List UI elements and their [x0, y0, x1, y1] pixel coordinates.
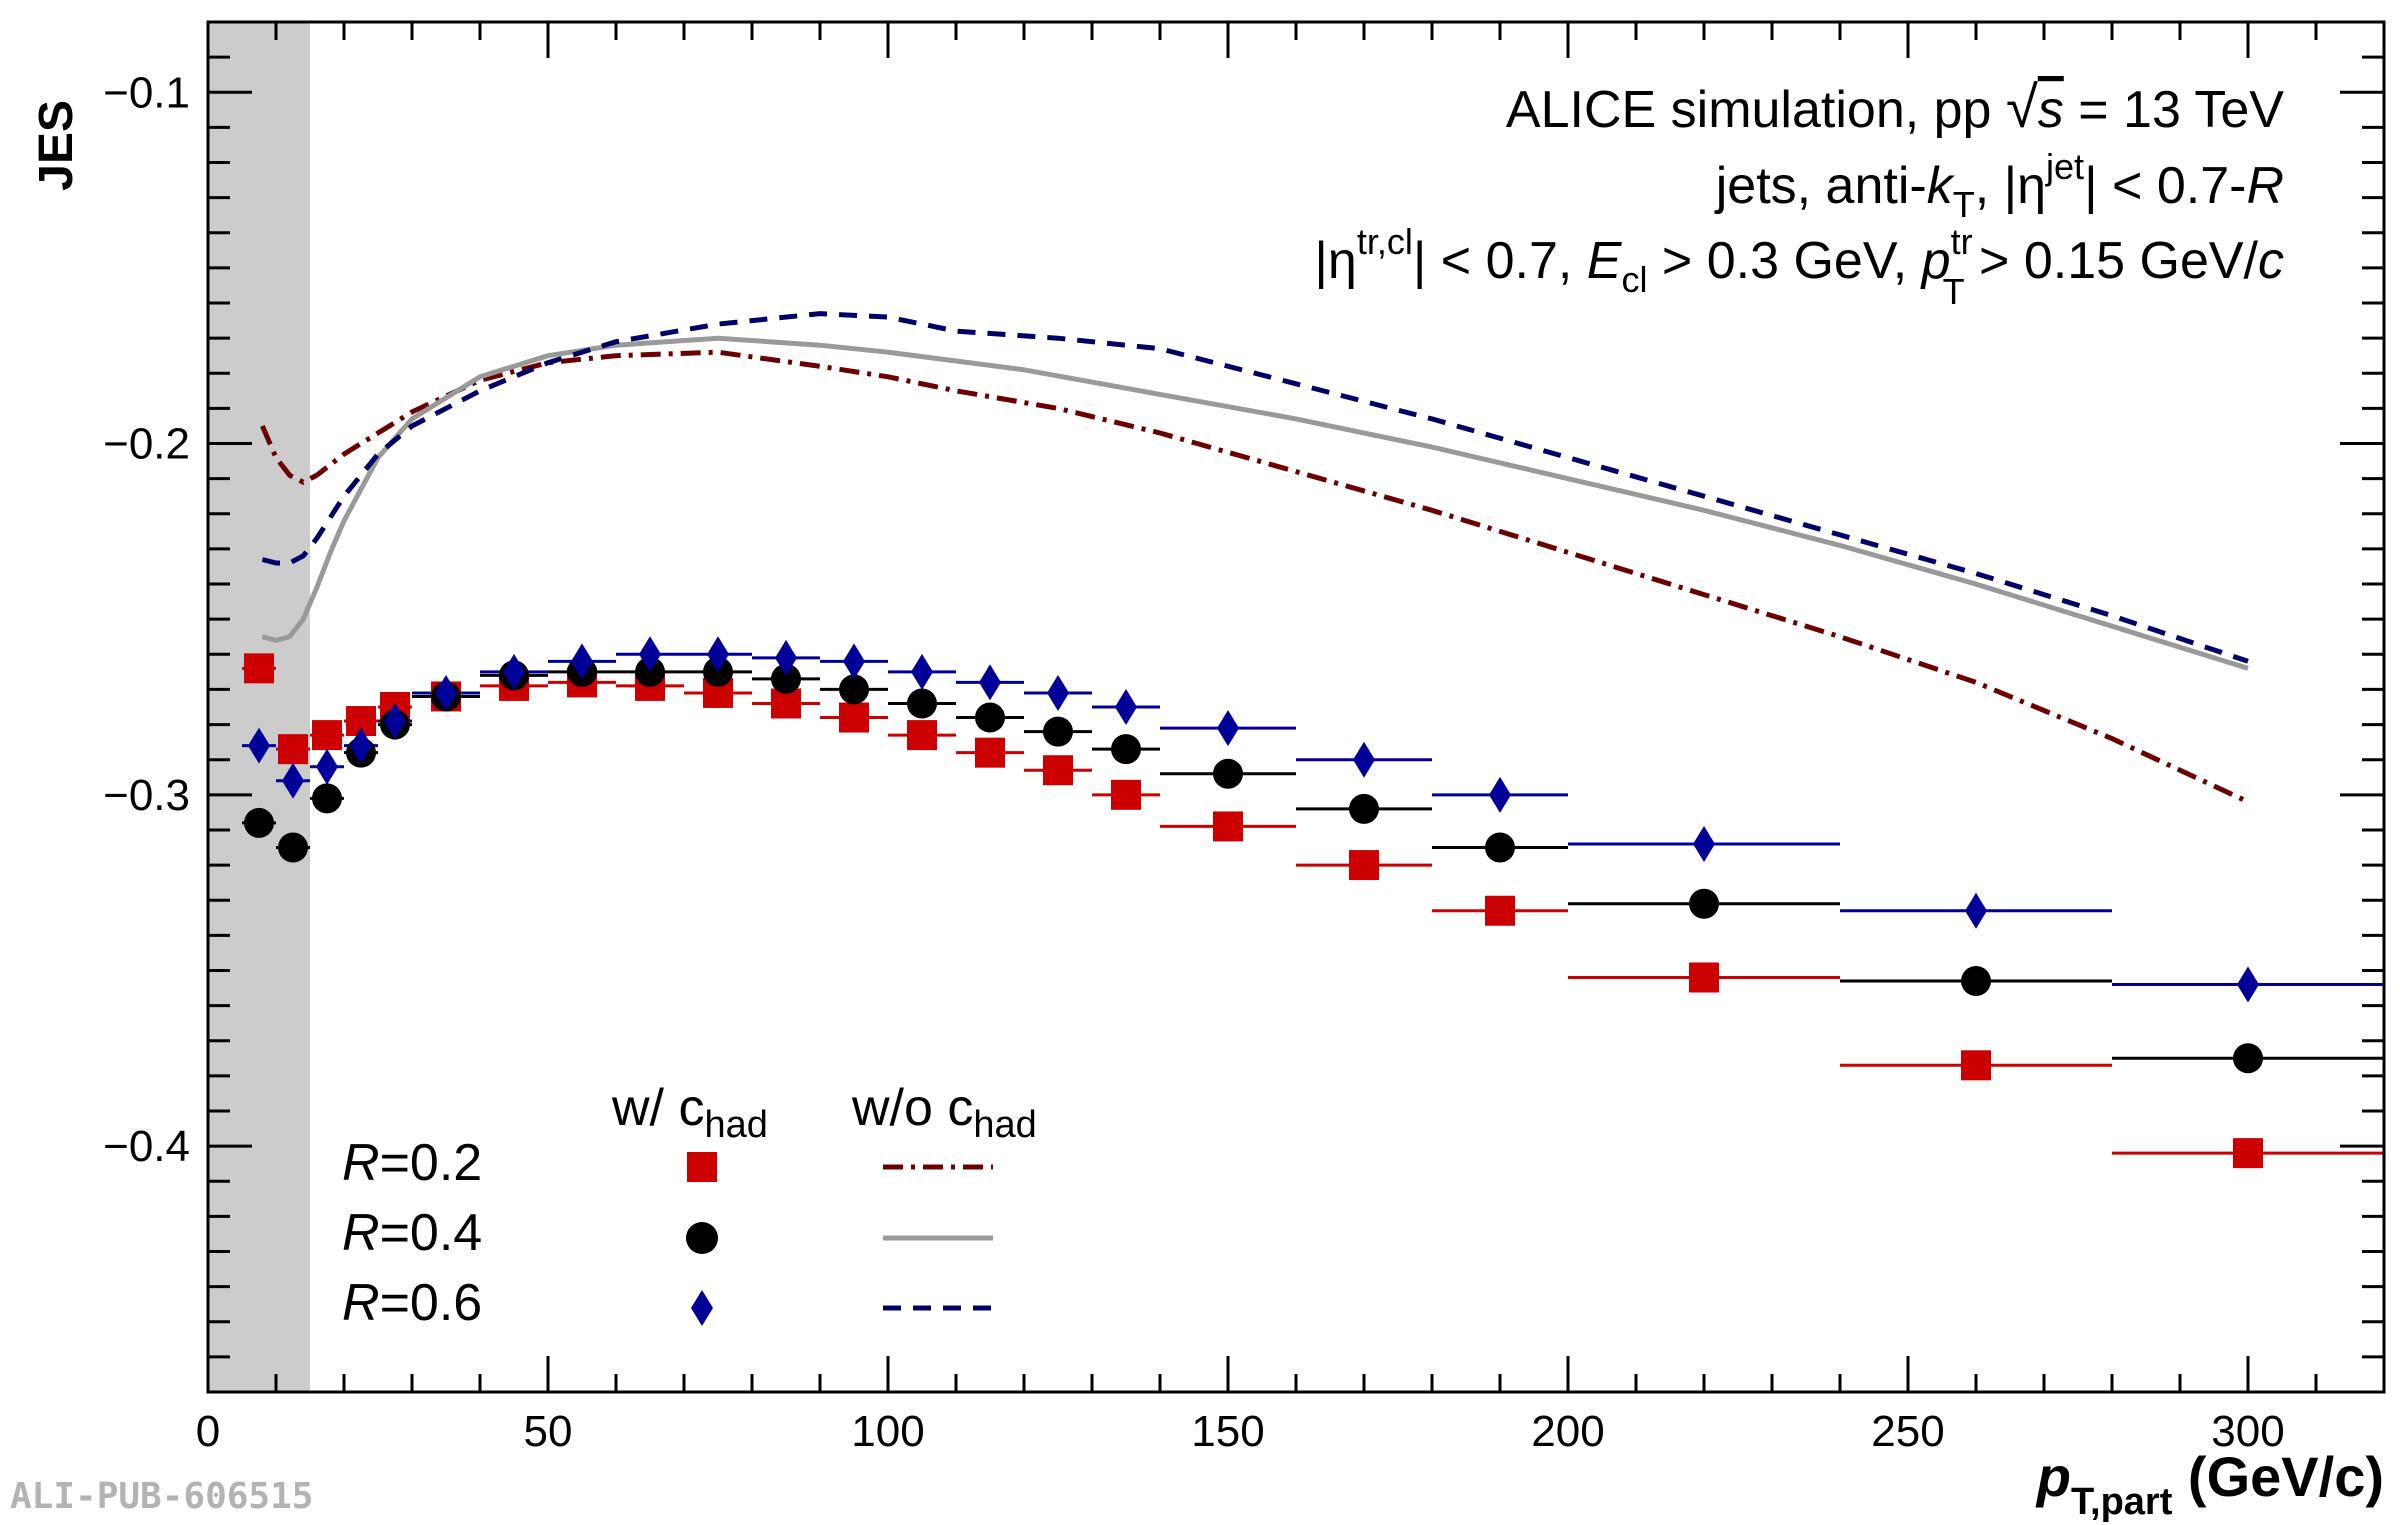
- curve-R06: [261, 311, 2249, 664]
- marker-R06: [2237, 966, 2259, 1003]
- marker-R04: [312, 783, 342, 814]
- legend-header-without: w/o chad: [851, 1079, 1037, 1146]
- marker-R04: [1349, 793, 1379, 824]
- marker-R02: [2233, 1138, 2263, 1169]
- marker-R04: [1961, 966, 1991, 996]
- marker-R04: [1689, 888, 1719, 919]
- marker-R04: [1213, 758, 1243, 789]
- x-tick-label: 300: [2211, 1407, 2284, 1456]
- curves-layer: [260, 311, 2250, 805]
- marker-R02: [1689, 962, 1719, 993]
- marker-R04: [839, 674, 869, 705]
- marker-R04: [771, 663, 801, 694]
- x-axis-title: pT,part (GeV/c): [2035, 1445, 2384, 1523]
- marker-R06: [350, 727, 372, 764]
- y-tick-label: −0.2: [103, 420, 190, 469]
- marker-R04: [278, 832, 308, 863]
- marker-R06: [911, 653, 933, 690]
- y-tick-label: −0.3: [103, 771, 190, 820]
- legend: w/ chad w/o chad R=0.2 R=0.4 R=0.6: [342, 1079, 1037, 1332]
- marker-R06: [707, 636, 729, 673]
- marker-R06: [1353, 741, 1375, 778]
- annotation-line-3: |ηtr,cl| < 0.7, Ecl > 0.3 GeV, ptr T > 0.…: [1314, 221, 2284, 312]
- marker-R06: [571, 643, 593, 680]
- marker-R02: [1043, 755, 1073, 786]
- watermark: ALI-PUB-606515: [10, 1476, 313, 1517]
- axis-ticks: [206, 20, 2386, 1394]
- marker-R06: [316, 748, 338, 785]
- marker-R06: [1489, 776, 1511, 813]
- marker-R04: [244, 807, 274, 838]
- x-tick-label: 100: [851, 1407, 924, 1456]
- marker-R06: [282, 762, 304, 799]
- marker-R06: [384, 703, 406, 740]
- marker-R06: [1965, 892, 1987, 929]
- x-tick-label: 200: [1531, 1407, 1604, 1456]
- marker-R06: [775, 639, 797, 676]
- marker-R06: [1047, 674, 1069, 711]
- error-bars-layer: [242, 652, 2384, 1155]
- plot-frame: [206, 20, 2386, 1394]
- marker-R04: [2233, 1043, 2263, 1074]
- marker-R04: [975, 702, 1005, 733]
- marker-R04: [1485, 832, 1515, 863]
- marker-R06: [843, 643, 865, 680]
- x-tick-label: 0: [196, 1407, 220, 1456]
- x-tick-label: 50: [524, 1407, 573, 1456]
- excluded-region-band: [208, 22, 310, 1392]
- legend-label-r06: R=0.6: [342, 1274, 482, 1332]
- legend-header-with: w/ chad: [611, 1079, 768, 1146]
- marker-R06: [979, 664, 1001, 701]
- legend-marker-r04: [686, 1222, 718, 1254]
- curve-R04: [261, 335, 2249, 671]
- marker-R04: [1111, 734, 1141, 765]
- marker-R02: [1213, 811, 1243, 842]
- y-tick-label: −0.1: [103, 68, 190, 117]
- marker-R04: [907, 688, 937, 719]
- marker-R06: [1693, 826, 1715, 862]
- marker-R06: [639, 636, 661, 673]
- y-axis-title: JES: [30, 100, 83, 191]
- marker-R04: [1043, 716, 1073, 747]
- markers-layer: [244, 636, 2263, 1169]
- marker-R02: [1961, 1050, 1991, 1081]
- marker-R06: [1115, 689, 1137, 725]
- marker-R02: [244, 653, 274, 684]
- marker-R06: [435, 674, 457, 711]
- annotation-line-2: jets, anti-kT, |ηjet| < 0.7-R: [1714, 146, 2284, 225]
- marker-R06: [503, 653, 525, 690]
- marker-R02: [839, 702, 869, 733]
- tick-labels: 0 50 100 150 200 250 300 −0.1 −0.2 −0.3 −0.4: [103, 68, 2285, 1456]
- marker-R02: [907, 720, 937, 751]
- marker-R02: [278, 734, 308, 765]
- annotation-line-1: ALICE simulation, pp √s = 13 TeV: [1506, 75, 2284, 140]
- y-tick-label: −0.4: [103, 1122, 190, 1171]
- marker-R06: [248, 727, 270, 764]
- marker-R06: [1217, 710, 1239, 747]
- legend-label-r02: R=0.2: [342, 1134, 482, 1192]
- marker-R02: [975, 737, 1005, 768]
- x-tick-label: 250: [1871, 1407, 1944, 1456]
- marker-R02: [1111, 779, 1141, 810]
- curve-R02: [260, 349, 2250, 805]
- marker-R02: [312, 720, 342, 751]
- legend-marker-r02: [687, 1152, 717, 1182]
- legend-label-r04: R=0.4: [342, 1204, 482, 1262]
- legend-marker-r06: [691, 1290, 713, 1326]
- marker-R02: [1349, 850, 1379, 881]
- marker-R02: [1485, 895, 1515, 926]
- x-tick-label: 150: [1191, 1407, 1264, 1456]
